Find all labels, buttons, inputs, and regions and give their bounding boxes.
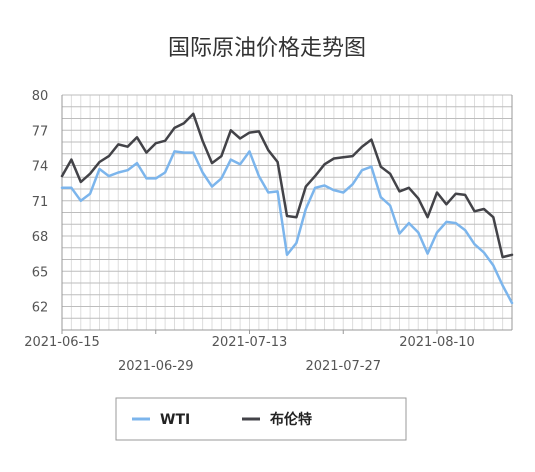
y-tick-label: 71	[32, 195, 49, 210]
grid	[61, 94, 513, 330]
y-tick-label: 65	[32, 265, 49, 280]
x-axis-ticks: 2021-06-15 2021-06-29 2021-07-13 2021-07-27…	[24, 330, 475, 374]
y-axis-ticks: 80 77 74 71 68 65 62	[32, 89, 49, 316]
x-tick-label: 2021-08-10	[399, 335, 475, 350]
legend-label-1: 布伦特	[270, 411, 312, 428]
series-group	[60, 112, 514, 305]
x-tick-label: 2021-07-27	[305, 359, 381, 374]
y-tick-label: 62	[32, 301, 49, 316]
x-tick-label: 2021-06-15	[24, 335, 100, 350]
legend-label-0: WTI	[160, 412, 190, 428]
legend: WTI 布伦特	[115, 397, 407, 441]
chart-title: 国际原油价格走势图	[168, 36, 366, 61]
x-tick-label: 2021-07-13	[212, 335, 288, 350]
y-tick-label: 77	[32, 124, 49, 139]
series-line-1	[60, 112, 514, 259]
y-tick-label: 68	[32, 230, 49, 245]
y-tick-label: 74	[32, 160, 49, 175]
series-line-0	[60, 150, 514, 305]
y-tick-label: 80	[32, 89, 49, 104]
x-tick-label: 2021-06-29	[118, 359, 194, 374]
legend-box	[115, 397, 407, 441]
